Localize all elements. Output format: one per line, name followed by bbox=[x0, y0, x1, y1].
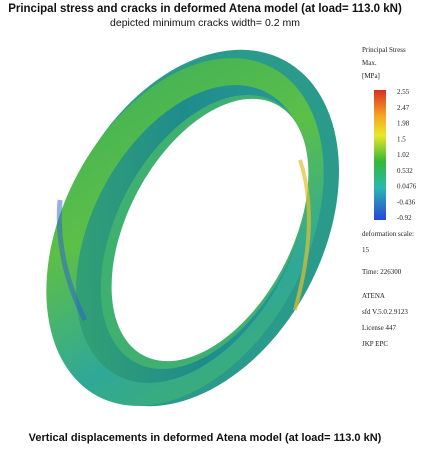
legend-heading: Max. bbox=[362, 59, 377, 67]
info-text: Time: 226300 bbox=[362, 268, 402, 276]
caption: Vertical displacements in deformed Atena… bbox=[29, 432, 382, 444]
info-text: 15 bbox=[362, 246, 370, 254]
scale-label: 0.532 bbox=[397, 167, 413, 175]
color-bar bbox=[374, 90, 386, 220]
scale-label: 1.98 bbox=[397, 120, 410, 128]
info-text: deformation scale: bbox=[362, 230, 414, 238]
info-text: License 447 bbox=[362, 324, 397, 332]
screenshot: Principal stress and cracks in deformed … bbox=[0, 0, 430, 450]
scale-label: 1.5 bbox=[397, 135, 406, 143]
scale-label: 1.02 bbox=[397, 151, 410, 159]
scale-label: 2.55 bbox=[397, 88, 410, 96]
legend-heading: [MPa] bbox=[362, 72, 380, 80]
info-text: ATENA bbox=[362, 292, 385, 300]
info-text: sfd V.5.0.2.9123 bbox=[362, 308, 408, 316]
scale-label: 0.0476 bbox=[397, 183, 417, 191]
title: Principal stress and cracks in deformed … bbox=[8, 3, 402, 15]
scale-label: 2.47 bbox=[397, 104, 410, 112]
scale-label: -0.436 bbox=[397, 198, 416, 206]
ring-model bbox=[0, 0, 397, 450]
scale-label: -0.92 bbox=[397, 214, 412, 222]
subtitle: depicted minimum cracks width= 0.2 mm bbox=[110, 17, 300, 29]
legend-heading: Principal Stress bbox=[362, 46, 406, 54]
info-text: JKP EPC bbox=[362, 340, 388, 348]
legend: Principal Stress Max. [MPa] 2.55 2.47 1.98… bbox=[362, 46, 417, 348]
